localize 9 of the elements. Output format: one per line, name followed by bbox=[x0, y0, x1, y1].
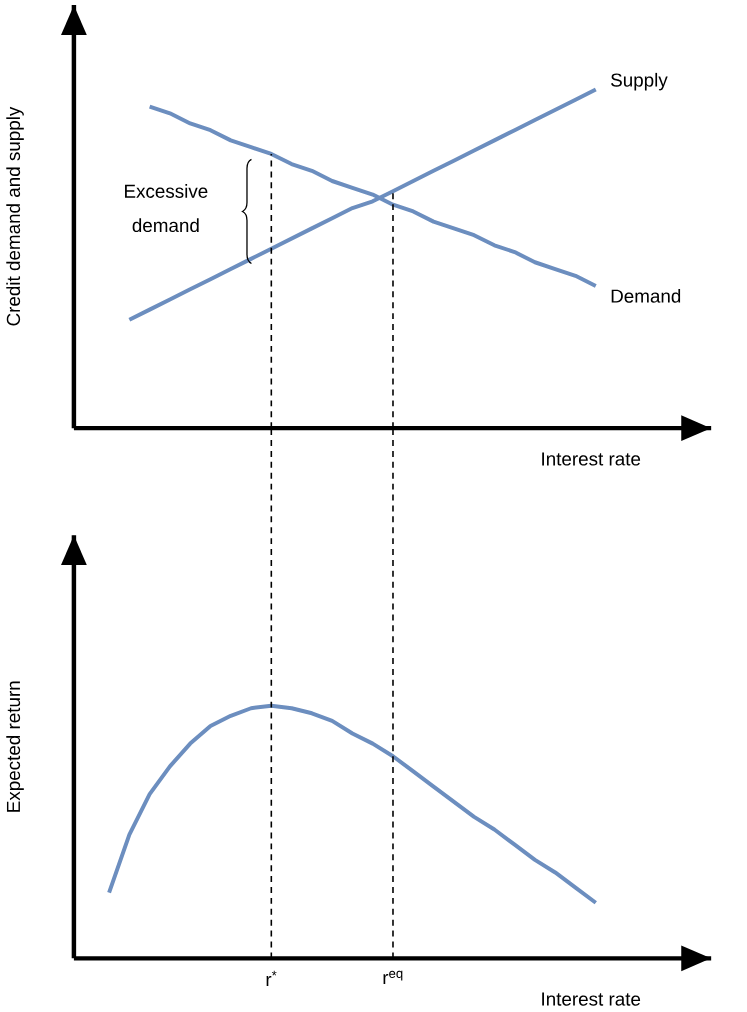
x-axis-title: Interest rate bbox=[542, 452, 640, 466]
y-axis-title: Credit demand and supply bbox=[6, 106, 24, 326]
series-label: Demand bbox=[611, 288, 680, 303]
x-tick-label: r$^{eq}$ bbox=[383, 970, 403, 985]
annotation: Excessive demand bbox=[124, 184, 208, 233]
x-axis-title: Interest rate bbox=[542, 992, 640, 1006]
x-tick-label: r$^{*}$ bbox=[266, 970, 277, 987]
y-axis-title: Expected return bbox=[6, 681, 24, 812]
series-label: Supply bbox=[610, 72, 668, 91]
